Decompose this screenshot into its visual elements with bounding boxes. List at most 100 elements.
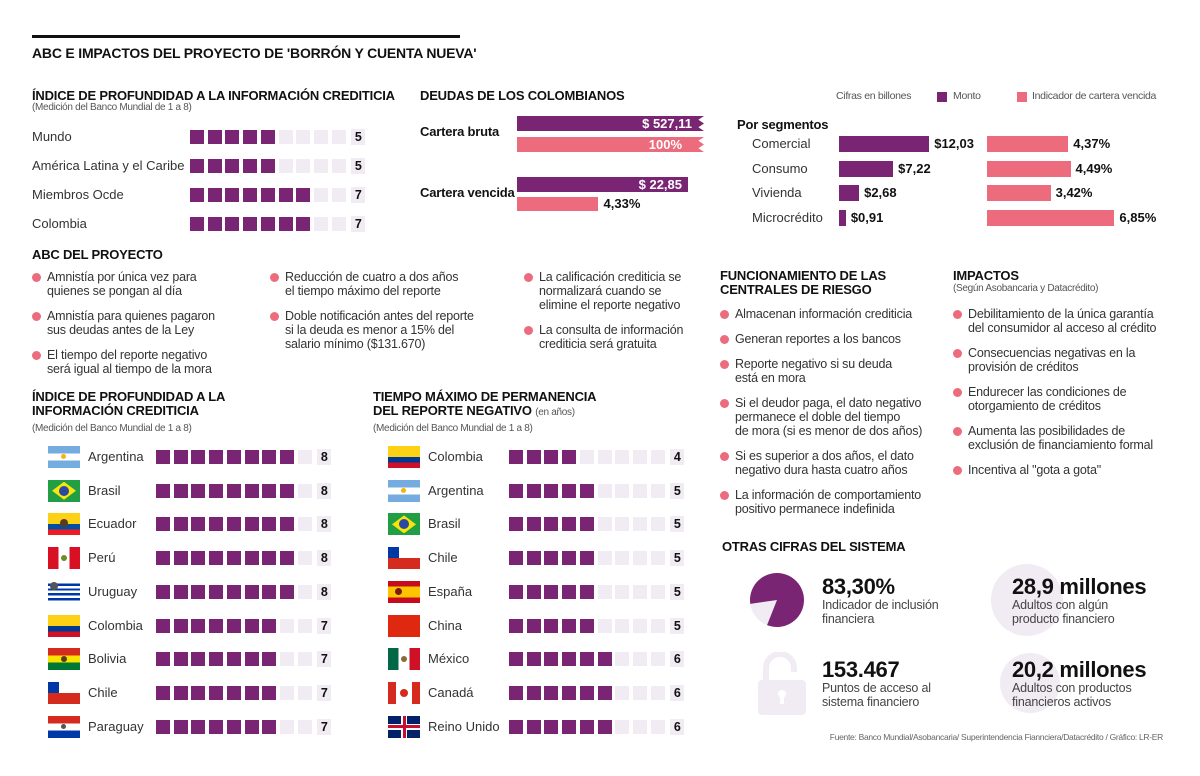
flag-ecuador-icon bbox=[48, 513, 80, 536]
filled-square bbox=[173, 517, 188, 532]
empty-square bbox=[632, 719, 647, 734]
circle-icon bbox=[1000, 653, 1060, 713]
filled-square bbox=[225, 159, 240, 173]
filled-square bbox=[509, 517, 523, 532]
abc-item: Reducción de cuatro a dos años bbox=[285, 270, 459, 284]
impactos-item: Consecuencias negativas en la bbox=[968, 346, 1136, 360]
bullet-icon bbox=[720, 360, 729, 369]
filled-square bbox=[544, 517, 559, 532]
filled-square bbox=[243, 217, 258, 231]
filled-square bbox=[244, 652, 259, 667]
empty-square bbox=[297, 450, 312, 464]
filled-square bbox=[209, 618, 224, 633]
abc-item: quienes se pongan al día bbox=[47, 284, 182, 298]
abc-item: El tiempo del reporte negativo bbox=[47, 348, 208, 362]
filled-square bbox=[544, 483, 559, 498]
stat-description: Adultos con algún bbox=[1012, 598, 1108, 612]
country-row-value: 5 bbox=[670, 482, 685, 499]
country-label: Uruguay bbox=[88, 583, 138, 599]
emblem bbox=[59, 485, 69, 496]
empty-square bbox=[297, 719, 312, 734]
index-row-value: 5 bbox=[351, 158, 366, 174]
paises-index-subtitle: (Medición del Banco Mundial de 1 a 8) bbox=[32, 423, 192, 434]
empty-square bbox=[615, 719, 630, 734]
filled-square bbox=[209, 719, 224, 734]
empty-square bbox=[597, 450, 612, 464]
empty-square bbox=[297, 652, 312, 667]
empty-square bbox=[313, 130, 328, 144]
filled-square bbox=[191, 584, 206, 599]
filled-square bbox=[544, 719, 559, 734]
flag-espana-icon bbox=[388, 580, 420, 603]
stat-description: producto financiero bbox=[1012, 612, 1115, 626]
stat-description: Puntos de acceso al bbox=[822, 681, 931, 695]
index-row-value: 5 bbox=[351, 129, 366, 145]
empty-square bbox=[615, 551, 630, 566]
segment-indicador-label: 3,42% bbox=[1055, 185, 1093, 200]
country-row-value: 8 bbox=[317, 516, 332, 533]
filled-square bbox=[226, 551, 241, 566]
filled-square bbox=[226, 652, 241, 667]
bar-segment-monto bbox=[839, 136, 930, 152]
filled-square bbox=[262, 719, 277, 734]
filled-square bbox=[244, 517, 259, 532]
bullet-icon bbox=[270, 312, 279, 321]
emblem bbox=[60, 519, 68, 528]
flag-brasil-icon bbox=[48, 479, 80, 502]
filled-square bbox=[279, 450, 294, 464]
stat-description: financieros activos bbox=[1012, 695, 1112, 709]
emblem bbox=[400, 688, 408, 697]
filled-square bbox=[279, 517, 294, 532]
filled-square bbox=[509, 618, 523, 633]
empty-square bbox=[650, 450, 665, 464]
empty-square bbox=[650, 719, 665, 734]
country-row-value: 8 bbox=[317, 583, 332, 600]
segment-label: Comercial bbox=[752, 136, 811, 151]
flag-uruguay-icon bbox=[48, 580, 80, 603]
empty-square bbox=[297, 483, 312, 498]
empty-square bbox=[615, 685, 630, 700]
empty-square bbox=[331, 159, 346, 173]
filled-square bbox=[544, 551, 559, 566]
country-row-value: 8 bbox=[317, 550, 332, 567]
abc-item: Doble notificación antes del reporte bbox=[285, 309, 474, 323]
funcionamiento-item: positivo permanece indefinida bbox=[735, 502, 895, 516]
index-row-value: 7 bbox=[351, 216, 366, 232]
filled-square bbox=[526, 584, 541, 599]
filled-square bbox=[260, 217, 275, 231]
segment-monto-label: $0,91 bbox=[850, 209, 884, 225]
filled-square bbox=[597, 652, 612, 667]
filled-square bbox=[156, 685, 170, 700]
flag-mexico-icon bbox=[388, 648, 420, 671]
filled-square bbox=[243, 159, 258, 173]
bar-segment-indicador bbox=[987, 209, 1115, 226]
filled-square bbox=[244, 584, 259, 599]
impactos-title: IMPACTOS bbox=[953, 268, 1019, 283]
filled-square bbox=[226, 517, 241, 532]
filled-square bbox=[244, 551, 259, 566]
empty-square bbox=[279, 685, 294, 700]
impactos-item: del consumidor al acceso al crédito bbox=[968, 321, 1157, 335]
country-label: México bbox=[428, 651, 470, 667]
bar-vencida-monto-label: $ 22,85 bbox=[638, 177, 682, 192]
country-label: Brasil bbox=[88, 482, 121, 498]
filled-square bbox=[243, 188, 258, 202]
legend-indicador-swatch bbox=[1017, 92, 1027, 102]
stat-value: 83,30% bbox=[822, 574, 895, 599]
filled-square bbox=[191, 719, 206, 734]
canton bbox=[388, 547, 399, 559]
country-row-value: 8 bbox=[317, 482, 332, 499]
stat-value: 20,2 millones bbox=[1012, 657, 1147, 682]
bullet-icon bbox=[953, 349, 962, 358]
filled-square bbox=[190, 217, 204, 231]
empty-square bbox=[632, 450, 647, 464]
filled-square bbox=[207, 217, 222, 231]
filled-square bbox=[544, 652, 559, 667]
impactos-item: Aumenta las posibilidades de bbox=[968, 424, 1126, 438]
filled-square bbox=[526, 685, 541, 700]
cartera-bruta-label: Cartera bruta bbox=[420, 124, 500, 139]
tiempo-title-text: TIEMPO MÁXIMO DE PERMANENCIA DEL REPORTE… bbox=[373, 389, 596, 418]
filled-square bbox=[262, 685, 277, 700]
empty-square bbox=[297, 584, 312, 599]
paises-index-title: ÍNDICE DE PROFUNDIDAD A LA INFORMACIÓN C… bbox=[32, 389, 225, 418]
